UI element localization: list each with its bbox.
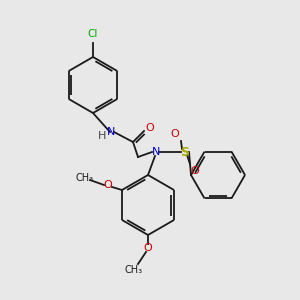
- Text: Cl: Cl: [88, 29, 98, 39]
- Text: CH₃: CH₃: [125, 265, 143, 275]
- Text: O: O: [144, 243, 152, 253]
- Text: O: O: [146, 123, 154, 133]
- Text: N: N: [152, 147, 160, 157]
- Text: O: O: [103, 180, 112, 190]
- Text: N: N: [107, 127, 115, 137]
- Text: O: O: [190, 166, 200, 176]
- Text: S: S: [181, 146, 190, 158]
- Text: O: O: [171, 129, 179, 139]
- Text: CH₃: CH₃: [76, 173, 94, 183]
- Text: H: H: [98, 131, 106, 141]
